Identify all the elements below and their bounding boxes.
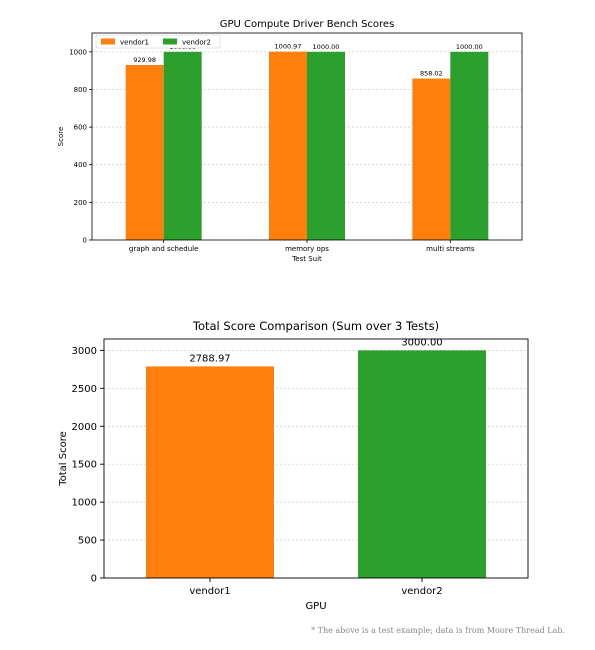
y-tick-label: 500 bbox=[78, 536, 97, 547]
bench-scores-chart: GPU Compute Driver Bench Scores 0 200 400 60… bbox=[57, 19, 523, 263]
data-label: 1000.00 bbox=[456, 43, 483, 51]
legend-box bbox=[95, 34, 221, 49]
y-tick-label: 3000 bbox=[72, 346, 97, 357]
legend-label-vendor2: vendor2 bbox=[182, 39, 211, 47]
bar-vendor2 bbox=[163, 51, 202, 241]
bar-vendor2 bbox=[307, 51, 345, 241]
data-label: 3000.00 bbox=[401, 337, 442, 348]
y-tick-label: 0 bbox=[83, 237, 87, 245]
y-tick-label: 2500 bbox=[72, 384, 97, 395]
footnote: * The above is a test example; data is f… bbox=[311, 626, 565, 635]
data-label: 2788.97 bbox=[189, 353, 230, 364]
bar-vendor1 bbox=[269, 51, 307, 240]
legend-swatch-vendor1 bbox=[101, 38, 115, 45]
bar-vendor2 bbox=[358, 350, 486, 578]
legend-label-vendor1: vendor1 bbox=[120, 39, 149, 47]
bar-vendor1 bbox=[125, 64, 164, 240]
data-label: 929.98 bbox=[133, 56, 156, 64]
y-tick-label: 1500 bbox=[72, 460, 97, 471]
x-axis-label: GPU bbox=[305, 601, 326, 612]
bar-vendor1 bbox=[412, 78, 451, 240]
y-tick-label: 2000 bbox=[72, 422, 97, 433]
legend-swatch-vendor2 bbox=[163, 38, 177, 45]
plot-frame bbox=[91, 32, 523, 241]
chart-title: GPU Compute Driver Bench Scores bbox=[220, 19, 395, 30]
x-tick-label: memory ops bbox=[285, 245, 329, 253]
y-tick-label: 800 bbox=[74, 86, 87, 94]
y-tick-label: 0 bbox=[91, 574, 97, 585]
chart-title: Total Score Comparison (Sum over 3 Tests… bbox=[192, 319, 439, 333]
total-score-chart: Total Score Comparison (Sum over 3 Tests… bbox=[58, 319, 529, 612]
y-tick-label: 1000 bbox=[72, 498, 97, 509]
y-axis-label: Score bbox=[57, 127, 65, 147]
data-label: 1000.97 bbox=[275, 43, 302, 51]
data-label: 1000.00 bbox=[313, 43, 340, 51]
bar-vendor1 bbox=[146, 366, 274, 578]
x-tick-label: graph and schedule bbox=[129, 245, 198, 253]
x-tick-label: vendor1 bbox=[189, 586, 230, 597]
y-tick-label: 200 bbox=[74, 199, 87, 207]
y-axis-label: Total Score bbox=[58, 431, 69, 487]
x-tick-label: multi streams bbox=[426, 245, 475, 253]
data-label: 858.02 bbox=[420, 70, 443, 78]
x-axis-label: Test Suit bbox=[291, 255, 322, 263]
bar-vendor2 bbox=[450, 51, 489, 241]
plot-frame bbox=[103, 338, 529, 579]
y-tick-label: 400 bbox=[74, 161, 87, 169]
x-tick-label: vendor2 bbox=[401, 586, 442, 597]
y-tick-label: 600 bbox=[74, 124, 87, 132]
y-tick-label: 1000 bbox=[69, 48, 87, 56]
